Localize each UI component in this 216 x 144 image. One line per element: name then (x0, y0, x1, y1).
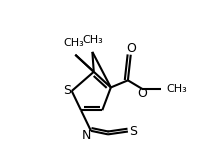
Text: CH₃: CH₃ (82, 35, 103, 46)
Text: O: O (126, 42, 136, 55)
Text: CH₃: CH₃ (64, 38, 84, 48)
Text: O: O (137, 87, 147, 100)
Text: S: S (63, 85, 71, 97)
Text: S: S (130, 125, 138, 138)
Text: CH₃: CH₃ (166, 84, 187, 94)
Text: N: N (82, 129, 91, 142)
